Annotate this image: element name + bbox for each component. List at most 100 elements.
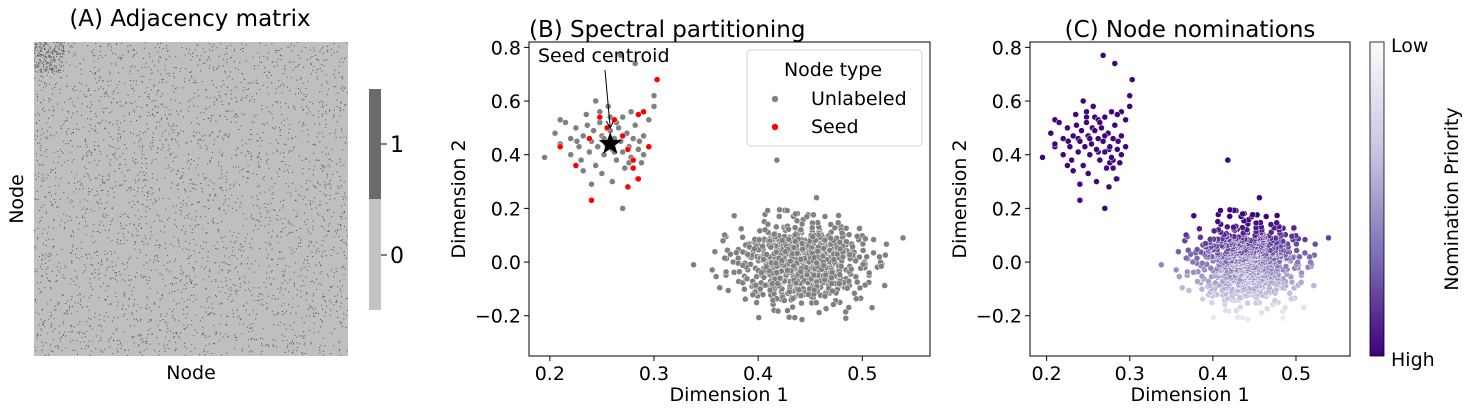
- unlabeled-point: [781, 297, 788, 304]
- nomination-point: [1088, 140, 1095, 148]
- unlabeled-point: [645, 116, 653, 124]
- adjacency-ylabel: Node: [6, 174, 28, 224]
- nomination-point: [1051, 140, 1059, 148]
- legend-marker-unlabeled: [771, 95, 779, 103]
- nominations-y-ticks: −0.2 0.0 0.2 0.4 0.6 0.8: [976, 37, 1030, 328]
- seed-point: [629, 164, 637, 172]
- unlabeled-point: [773, 269, 780, 276]
- spectral-y-tick-label: −0.2: [475, 306, 521, 328]
- unlabeled-point: [764, 207, 771, 214]
- priority-colorbar-gradient: [1369, 41, 1385, 357]
- unlabeled-point: [711, 248, 719, 255]
- unlabeled-point: [805, 291, 812, 298]
- nomination-point: [1066, 143, 1074, 150]
- unlabeled-point: [839, 253, 847, 261]
- seed-centroid-star: [598, 132, 622, 154]
- seed-point: [640, 108, 647, 116]
- nomination-point: [1210, 227, 1218, 235]
- seed-centroid-annotation: Seed centroid: [538, 45, 670, 154]
- legend-frame: [746, 49, 923, 147]
- nomination-point: [1059, 151, 1067, 158]
- unlabeled-point: [810, 211, 817, 219]
- nomination-point: [1086, 135, 1094, 142]
- nomination-point: [1198, 285, 1206, 293]
- unlabeled-point: [579, 132, 587, 140]
- unlabeled-point: [803, 213, 811, 220]
- nomination-point: [1098, 124, 1105, 132]
- nomination-point: [1210, 314, 1217, 321]
- unlabeled-point: [846, 251, 854, 258]
- nomination-point: [1297, 279, 1305, 286]
- unlabeled-point: [865, 269, 873, 277]
- nominations-axes-frame: [1029, 41, 1351, 357]
- unlabeled-point: [836, 271, 844, 278]
- seed-point: [596, 113, 604, 121]
- unlabeled-point: [784, 307, 791, 314]
- unlabeled-point: [870, 236, 877, 243]
- unlabeled-point: [828, 280, 836, 287]
- nomination-point: [1039, 154, 1046, 161]
- nomination-point: [1273, 212, 1281, 219]
- nomination-point: [1106, 143, 1114, 150]
- nomination-point: [1096, 156, 1104, 164]
- nomination-point: [1267, 221, 1275, 228]
- nomination-point: [1244, 299, 1251, 307]
- nomination-point: [1263, 305, 1271, 312]
- nomination-point: [1230, 223, 1237, 231]
- unlabeled-point: [798, 220, 806, 228]
- unlabeled-point: [773, 223, 780, 231]
- unlabeled-point: [822, 271, 829, 279]
- unlabeled-point: [859, 240, 867, 248]
- spectral-x-tick-label: 0.3: [639, 363, 669, 385]
- unlabeled-point: [791, 314, 799, 321]
- unlabeled-point: [776, 274, 784, 282]
- nomination-point: [1214, 218, 1222, 225]
- unlabeled-point: [789, 303, 796, 311]
- nominations-ylabel: Dimension 2: [949, 139, 971, 258]
- seed-point: [635, 175, 642, 183]
- nomination-point: [1258, 309, 1265, 316]
- unlabeled-point: [742, 295, 749, 303]
- unlabeled-point: [631, 121, 639, 129]
- nominations-x-tick-label: 0.5: [1281, 363, 1311, 385]
- unlabeled-point: [761, 226, 769, 234]
- unlabeled-point: [815, 309, 823, 316]
- unlabeled-point: [856, 253, 863, 261]
- unlabeled-point: [590, 127, 597, 134]
- unlabeled-point: [719, 237, 727, 245]
- nomination-point: [1114, 146, 1121, 153]
- nomination-point: [1262, 213, 1270, 220]
- nomination-point: [1103, 164, 1110, 172]
- unlabeled-point: [848, 265, 855, 273]
- unlabeled-point: [811, 286, 818, 294]
- unlabeled-point: [881, 282, 888, 289]
- unlabeled-point: [853, 233, 861, 240]
- unlabeled-point: [592, 162, 599, 169]
- panel-nominations: (C) Node nominations 0.2 0.3 0.4 0.5 −0.2 0.…: [949, 17, 1463, 406]
- nomination-point: [1310, 282, 1318, 289]
- unlabeled-point: [814, 247, 821, 255]
- unlabeled-point: [882, 251, 889, 259]
- unlabeled-point: [883, 240, 890, 248]
- nomination-point: [1224, 156, 1232, 164]
- unlabeled-point: [567, 151, 574, 158]
- unlabeled-point: [837, 262, 845, 270]
- spectral-legend: Node type Unlabeled Seed: [746, 49, 923, 147]
- nomination-point: [1072, 111, 1079, 118]
- nominations-y-tick-label: 0.6: [992, 91, 1022, 113]
- nomination-point: [1084, 170, 1092, 177]
- unlabeled-point: [562, 119, 569, 126]
- nomination-point: [1290, 224, 1298, 232]
- unlabeled-point: [766, 286, 774, 294]
- unlabeled-point: [812, 299, 820, 306]
- seed-point: [624, 146, 632, 153]
- unlabeled-point: [724, 287, 732, 294]
- unlabeled-point: [736, 268, 743, 275]
- unlabeled-point: [845, 304, 853, 311]
- unlabeled-point: [744, 251, 752, 258]
- nomination-point: [1079, 162, 1087, 169]
- spectral-x-ticks: 0.2 0.3 0.4 0.5: [535, 356, 877, 385]
- unlabeled-point: [619, 205, 626, 212]
- unlabeled-point: [757, 285, 764, 293]
